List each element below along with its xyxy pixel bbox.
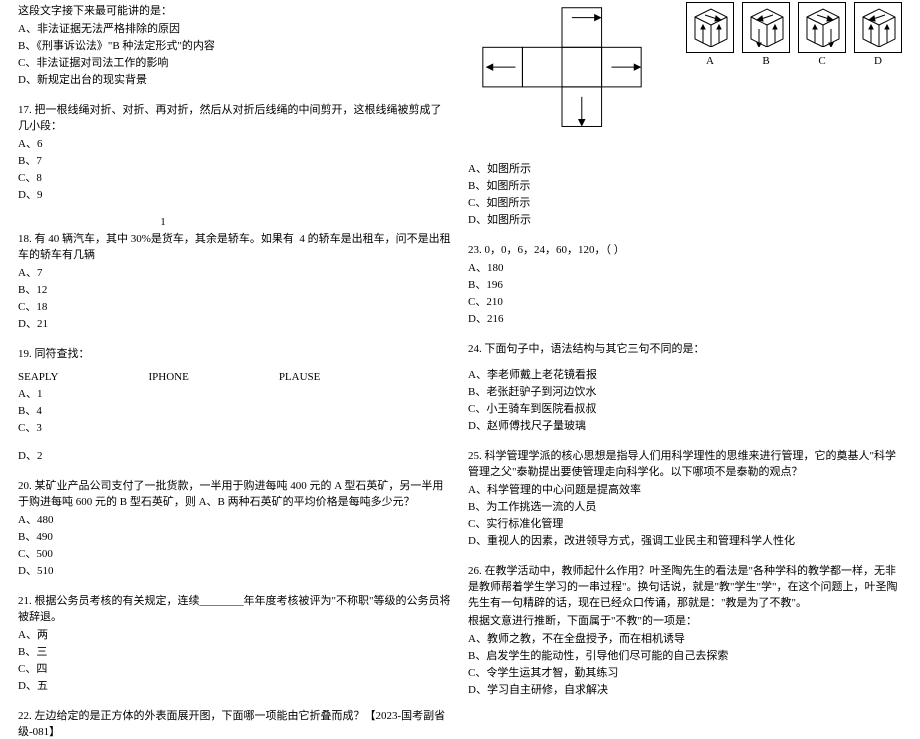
q16-opt-d: D、新规定出台的现实背景	[18, 71, 452, 87]
q18-stem: 18. 有 40 辆汽车，其中 30%是货车，其余是轿车。如果有 4 的轿车是出…	[18, 230, 452, 262]
q20-opt-c: C、500	[18, 545, 452, 561]
q24-opt-a: A、李老师戴上老花镜看报	[468, 366, 902, 382]
q24-stem: 24. 下面句子中，语法结构与其它三句不同的是：	[468, 340, 902, 356]
q24-opt-c: C、小王骑车到医院看叔叔	[468, 400, 902, 416]
q25-opt-a: A、科学管理的中心问题是提高效率	[468, 481, 902, 497]
q19-opt-c: C、3	[18, 419, 452, 435]
q23-opt-d: D、216	[468, 310, 902, 326]
q25-opt-c: C、实行标准化管理	[468, 515, 902, 531]
q22: 22. 左边给定的是正方体的外表面展开图，下面哪一项能由它折叠而成？【2023-…	[18, 707, 452, 739]
q26-stem2: 根据文意进行推断，下面属于"不教"的一项是：	[468, 612, 902, 628]
q18-stem-a: 18. 有 40 辆汽车，其中 30%是货车，其余是轿车。如果有	[18, 233, 294, 245]
cube-d: D	[854, 2, 902, 67]
q19-w2: IPHONE	[148, 371, 188, 383]
q22-opt-a: A、如图所示	[468, 160, 902, 176]
q19-opt-d: D、2	[18, 447, 452, 463]
right-column: A	[460, 2, 910, 649]
q24: 24. 下面句子中，语法结构与其它三句不同的是： A、李老师戴上老花镜看报 B、…	[468, 340, 902, 433]
q26-opt-a: A、教师之教，不在全盘授予，而在相机诱导	[468, 630, 902, 646]
q23-opt-c: C、210	[468, 293, 902, 309]
q19-w1: SEAPLY	[18, 371, 58, 383]
q18-opt-a: A、7	[18, 264, 452, 280]
cube-c: C	[798, 2, 846, 67]
cube-a: A	[686, 2, 734, 67]
q25-opt-b: B、为工作挑选一流的人员	[468, 498, 902, 514]
q21: 21. 根据公务员考核的有关规定，连续________年年度考核被评为"不称职"…	[18, 592, 452, 693]
cube-c-label: C	[818, 55, 825, 67]
q16-opt-a: A、非法证据无法严格排除的原因	[18, 20, 452, 36]
q19-stem: 19. 同符查找：	[18, 345, 452, 361]
q16-opt-c: C、非法证据对司法工作的影响	[18, 54, 452, 70]
q21-opt-b: B、三	[18, 643, 452, 659]
cube-d-icon	[857, 5, 899, 47]
q21-opt-a: A、两	[18, 626, 452, 642]
q19-words: SEAPLY IPHONE PLAUSE	[18, 371, 452, 383]
q24-opt-d: D、赵师傅找尺子量玻璃	[468, 417, 902, 433]
q21-opt-c: C、四	[18, 660, 452, 676]
q19-opt-b: B、4	[18, 402, 452, 418]
q23: 23. 0，0，6，24，60，120，（ ） A、180 B、196 C、21…	[468, 241, 902, 326]
q18-frac-den: 4	[299, 233, 305, 245]
cube-b-label: B	[762, 55, 769, 67]
cube-a-label: A	[706, 55, 714, 67]
q16: 这段文字接下来最可能讲的是： A、非法证据无法严格排除的原因 B、《刑事诉讼法》…	[18, 2, 452, 87]
cube-d-label: D	[874, 55, 882, 67]
q19-w3: PLAUSE	[279, 371, 321, 383]
q20-opt-a: A、480	[18, 511, 452, 527]
q20: 20. 某矿业产品公司支付了一批货款，一半用于购进每吨 400 元的 A 型石英…	[18, 477, 452, 578]
q18-opt-d: D、21	[18, 315, 452, 331]
q24-opt-b: B、老张赶驴子到河边饮水	[468, 383, 902, 399]
q17-opt-b: B、7	[18, 152, 452, 168]
q25: 25. 科学管理学派的核心思想是指导人们用科学理性的思维来进行管理，它的奠基人"…	[468, 447, 902, 548]
cube-a-icon	[689, 5, 731, 47]
q17-opt-c: C、8	[18, 169, 452, 185]
q18-frac-num: 1	[18, 216, 308, 228]
q26-opt-d: D、学习自主研修，自求解决	[468, 681, 902, 697]
cube-b: B	[742, 2, 790, 67]
cube-b-icon	[745, 5, 787, 47]
q21-opt-d: D、五	[18, 677, 452, 693]
q16-opt-b: B、《刑事诉讼法》"B 种法定形式"的内容	[18, 37, 452, 53]
q20-opt-b: B、490	[18, 528, 452, 544]
cube-options: A	[686, 2, 902, 67]
q17-opt-d: D、9	[18, 186, 452, 202]
q19-opt-a: A、1	[18, 385, 452, 401]
q25-stem: 25. 科学管理学派的核心思想是指导人们用科学理性的思维来进行管理，它的奠基人"…	[468, 447, 902, 479]
q17: 17. 把一根线绳对折、对折、再对折，然后从对折后线绳的中间剪开，这根线绳被剪成…	[18, 101, 452, 202]
left-column: 这段文字接下来最可能讲的是： A、非法证据无法严格排除的原因 B、《刑事诉讼法》…	[10, 2, 460, 649]
q23-opt-b: B、196	[468, 276, 902, 292]
q22-opt-c: C、如图所示	[468, 194, 902, 210]
q22-figures: A	[468, 2, 902, 152]
q22-stem: 22. 左边给定的是正方体的外表面展开图，下面哪一项能由它折叠而成？【2023-…	[18, 707, 452, 739]
q18-opt-b: B、12	[18, 281, 452, 297]
cube-c-icon	[801, 5, 843, 47]
q22-opt-b: B、如图所示	[468, 177, 902, 193]
q17-stem: 17. 把一根线绳对折、对折、再对折，然后从对折后线绳的中间剪开，这根线绳被剪成…	[18, 101, 452, 133]
q16-stem: 这段文字接下来最可能讲的是：	[18, 2, 452, 18]
q23-stem: 23. 0，0，6，24，60，120，（ ）	[468, 241, 902, 257]
q23-opt-a: A、180	[468, 259, 902, 275]
q22-opts: A、如图所示 B、如图所示 C、如图所示 D、如图所示	[468, 160, 902, 227]
q18-opt-c: C、18	[18, 298, 452, 314]
q19: 19. 同符查找： SEAPLY IPHONE PLAUSE A、1 B、4 C…	[18, 345, 452, 463]
q26: 26. 在教学活动中，教师起什么作用？叶圣陶先生的看法是"各种学科的教学都一样，…	[468, 562, 902, 697]
q22-opt-d: D、如图所示	[468, 211, 902, 227]
q25-opt-d: D、重视人的因素，改进领导方式，强调工业民主和管理科学人性化	[468, 532, 902, 548]
q26-stem1: 26. 在教学活动中，教师起什么作用？叶圣陶先生的看法是"各种学科的教学都一样，…	[468, 562, 902, 610]
q21-stem: 21. 根据公务员考核的有关规定，连续________年年度考核被评为"不称职"…	[18, 592, 452, 624]
q26-opt-b: B、启发学生的能动性，引导他们尽可能的自己去探索	[468, 647, 902, 663]
q17-opt-a: A、6	[18, 135, 452, 151]
cube-net-icon	[468, 2, 656, 152]
q18: 1 18. 有 40 辆汽车，其中 30%是货车，其余是轿车。如果有 4 的轿车…	[18, 216, 452, 331]
q26-opt-c: C、令学生运其才智，勤其练习	[468, 664, 902, 680]
q20-stem: 20. 某矿业产品公司支付了一批货款，一半用于购进每吨 400 元的 A 型石英…	[18, 477, 452, 509]
q20-opt-d: D、510	[18, 562, 452, 578]
